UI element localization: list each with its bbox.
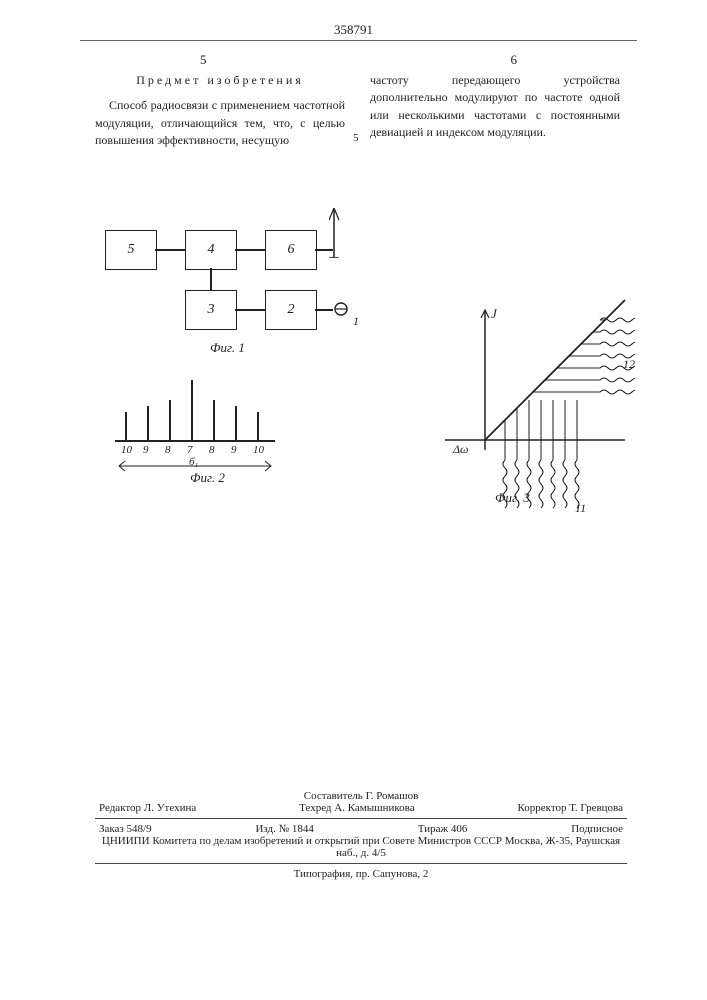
- typography: Типография, пр. Сапунова, 2: [95, 868, 627, 880]
- svg-text:12: 12: [623, 357, 635, 371]
- block-5: 5: [105, 230, 157, 270]
- issue-number: Изд. № 1844: [255, 823, 313, 835]
- organization: ЦНИИПИ Комитета по делам изобретений и о…: [95, 835, 627, 859]
- figure-1-caption: Фиг. 1: [210, 340, 245, 356]
- colophon: Составитель Г. Ромашов Редактор Л. Утехи…: [95, 790, 627, 880]
- spectral-line: [235, 406, 237, 440]
- figure-2: 10 9 8 7 8 9 10 б₁: [115, 370, 315, 480]
- spectral-label: 9: [143, 444, 149, 456]
- spectrum-axis: [115, 440, 275, 442]
- order-number: Заказ 548/9: [99, 823, 152, 835]
- connector: [155, 249, 185, 251]
- svg-text:11: 11: [575, 501, 586, 515]
- microphone-icon: [333, 298, 355, 320]
- top-rule: [80, 40, 637, 41]
- svg-text:Δω: Δω: [452, 442, 469, 456]
- connector: [235, 249, 265, 251]
- antenna-icon: [329, 208, 359, 258]
- right-column: частоту передающего устройства дополните…: [370, 72, 620, 142]
- figure-3-caption: Фиг. 3: [495, 490, 530, 506]
- block-2: 2: [265, 290, 317, 330]
- connector: [210, 268, 212, 290]
- spectral-line: [169, 400, 171, 440]
- column-number-right: 6: [511, 52, 518, 68]
- figure-1: 54632 1: [105, 230, 365, 380]
- spectral-line: [257, 412, 259, 440]
- spectral-label: 9: [231, 444, 237, 456]
- editor: Редактор Л. Утехина: [99, 802, 196, 814]
- block-4: 4: [185, 230, 237, 270]
- spectral-line: [191, 380, 193, 440]
- svg-text:J: J: [491, 306, 498, 321]
- figure-2-caption: Фиг. 2: [190, 470, 225, 486]
- spectral-label: 8: [165, 444, 171, 456]
- bandwidth-label: б₁: [189, 456, 198, 468]
- spectral-line: [147, 406, 149, 440]
- block-3: 3: [185, 290, 237, 330]
- corrector: Корректор Т. Гревцова: [518, 802, 623, 814]
- figures-area: 54632 1 Фиг. 1 10 9 8 7 8 9 10 б₁ Фиг. 2 J Δω 12 11…: [95, 230, 635, 550]
- spectral-label: 10: [121, 444, 132, 456]
- left-column-text: Способ радиосвязи с применением частотно…: [95, 97, 345, 149]
- spectral-label: 10: [253, 444, 264, 456]
- subscription: Подписное: [571, 823, 623, 835]
- spectral-label: 7: [187, 444, 193, 456]
- techred: Техред А. Камышникова: [299, 802, 414, 814]
- spectral-line: [213, 400, 215, 440]
- claims-heading: Предмет изобретения: [95, 72, 345, 89]
- footer-rule-2: [95, 863, 627, 864]
- compiler-line: Составитель Г. Ромашов: [95, 790, 627, 802]
- block-6: 6: [265, 230, 317, 270]
- connector: [315, 309, 333, 311]
- footer-rule-1: [95, 818, 627, 819]
- spectral-label: 8: [209, 444, 215, 456]
- document-number: 358791: [0, 22, 707, 38]
- mic-label: 1: [353, 314, 359, 329]
- tirazh: Тираж 406: [418, 823, 468, 835]
- patent-page: 358791 5 6 Предмет изобретения Способ ра…: [0, 0, 707, 1000]
- left-column: Предмет изобретения Способ радиосвязи с …: [95, 72, 345, 150]
- column-number-left: 5: [200, 52, 207, 68]
- figure-3: J Δω 12 11: [425, 290, 635, 520]
- right-column-text: частоту передающего устройства дополните…: [370, 72, 620, 142]
- connector: [235, 309, 265, 311]
- gutter-line-number: 5: [353, 132, 359, 144]
- spectral-line: [125, 412, 127, 440]
